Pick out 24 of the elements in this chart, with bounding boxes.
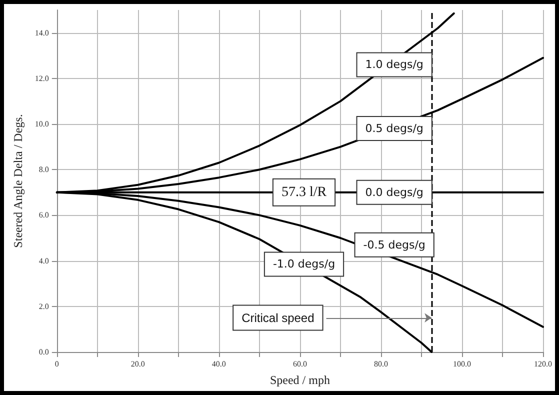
series-label: 0.5 degs/g [365, 122, 424, 136]
y-tick-label: 4.0 [38, 256, 49, 266]
x-tick-label: 20.0 [130, 360, 145, 368]
series-label: -1.0 degs/g [272, 258, 336, 271]
x-tick-label: 40.0 [212, 360, 226, 368]
series-label: -0.5 degs/g [363, 238, 426, 252]
series-label: 0.0 degs/g [365, 186, 424, 199]
x-tick-label: 0 [54, 360, 59, 368]
annotation: 57.3 l/R [281, 184, 328, 200]
series-label: 1.0 degs/g [365, 58, 424, 72]
y-tick-label: 6.0 [38, 210, 49, 220]
x-axis-title: Speed / mph [270, 373, 330, 387]
y-tick-label: 8.0 [38, 165, 49, 174]
y-tick-label: 2.0 [38, 302, 49, 311]
annotation: Critical speed [242, 310, 314, 325]
y-tick-label: 12.0 [34, 74, 49, 83]
x-tick-label: 80.0 [374, 360, 388, 368]
x-tick-label: 120.0 [534, 360, 552, 368]
y-tick-label: 14.0 [34, 28, 49, 38]
y-tick-label: 10.0 [34, 120, 49, 128]
y-axis-title: Steered Angle Delta / Degs. [11, 114, 25, 248]
x-tick-label: 60.0 [292, 360, 307, 368]
y-tick-label: 0.0 [38, 348, 49, 356]
x-tick-label: 100.0 [452, 360, 471, 368]
